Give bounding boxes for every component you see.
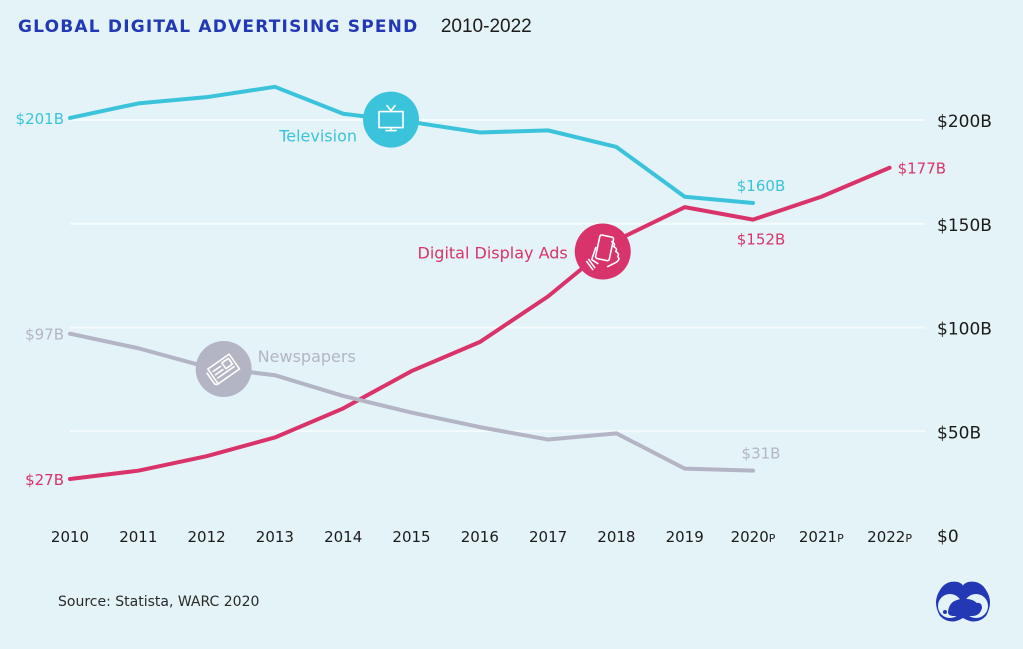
start-value-label: $201B — [16, 110, 64, 128]
value-label: $152B — [737, 231, 785, 249]
x-tick-label: 2018 — [597, 528, 635, 546]
x-tick-label: 2019 — [666, 528, 704, 546]
y-tick-label: $200B — [937, 112, 992, 132]
series-lines — [68, 84, 892, 481]
y-tick-label: $100B — [937, 320, 992, 340]
series-badge — [363, 91, 420, 148]
end-value-label: $31B — [742, 445, 781, 463]
y-tick-label: $0 — [937, 527, 959, 547]
badge-circle — [363, 91, 420, 148]
x-tick-label: 2021P — [799, 528, 844, 546]
hand-holding-phone-icon — [585, 234, 620, 271]
badge-circle — [574, 223, 631, 280]
y-tick-label: $50B — [937, 423, 981, 443]
x-tick-label: 2016 — [461, 528, 499, 546]
x-tick-label: 2012 — [188, 528, 226, 546]
start-value-label: $27B — [25, 471, 64, 489]
x-tick-label: 2011 — [119, 528, 157, 546]
end-value-label: $177B — [898, 160, 946, 178]
end-value-label: $160B — [737, 177, 785, 195]
television-icon — [378, 104, 404, 132]
series-name-label: Television — [278, 127, 357, 146]
newspaper-icon — [206, 353, 241, 386]
chart-title: GLOBAL DIGITAL ADVERTISING SPEND — [18, 17, 419, 37]
x-tick-label: 2014 — [324, 528, 362, 546]
x-tick-label: 2022P — [867, 528, 912, 546]
x-tick-label: 2020P — [731, 528, 776, 546]
chart-subtitle: 2010-2022 — [440, 16, 532, 37]
chart-header: GLOBAL DIGITAL ADVERTISING SPEND 2010-20… — [18, 16, 532, 38]
binoculars-piggy-bank-logo-icon — [936, 581, 990, 622]
badge-circle — [195, 341, 252, 397]
data-labels: $201B $160B $27B $177B $152B $97B $31B — [16, 110, 947, 489]
x-tick-label: 2010 — [51, 528, 89, 546]
y-tick-label: $150B — [937, 216, 992, 236]
x-tick-label: 2013 — [256, 528, 294, 546]
gridlines — [70, 119, 925, 433]
series-badges: Television Digital Display Ads Newspapers — [195, 91, 631, 397]
x-tick-label: 2015 — [392, 528, 430, 546]
y-axis: $0 $50B $100B $150B $200B — [937, 112, 992, 547]
source-note: Source: Statista, WARC 2020 — [58, 594, 260, 610]
x-tick-label: 2017 — [529, 528, 567, 546]
x-axis: 2010 2011 2012 2013 2014 2015 2016 2017 2018 2019… — [51, 528, 912, 546]
start-value-label: $97B — [25, 326, 64, 344]
series-name-label: Digital Display Ads — [418, 244, 568, 263]
series-line-newspapers — [68, 331, 755, 473]
series-line-digital-display-ads — [68, 165, 892, 481]
series-badge — [195, 341, 252, 397]
series-name-label: Newspapers — [258, 347, 356, 366]
series-badge — [574, 223, 631, 280]
